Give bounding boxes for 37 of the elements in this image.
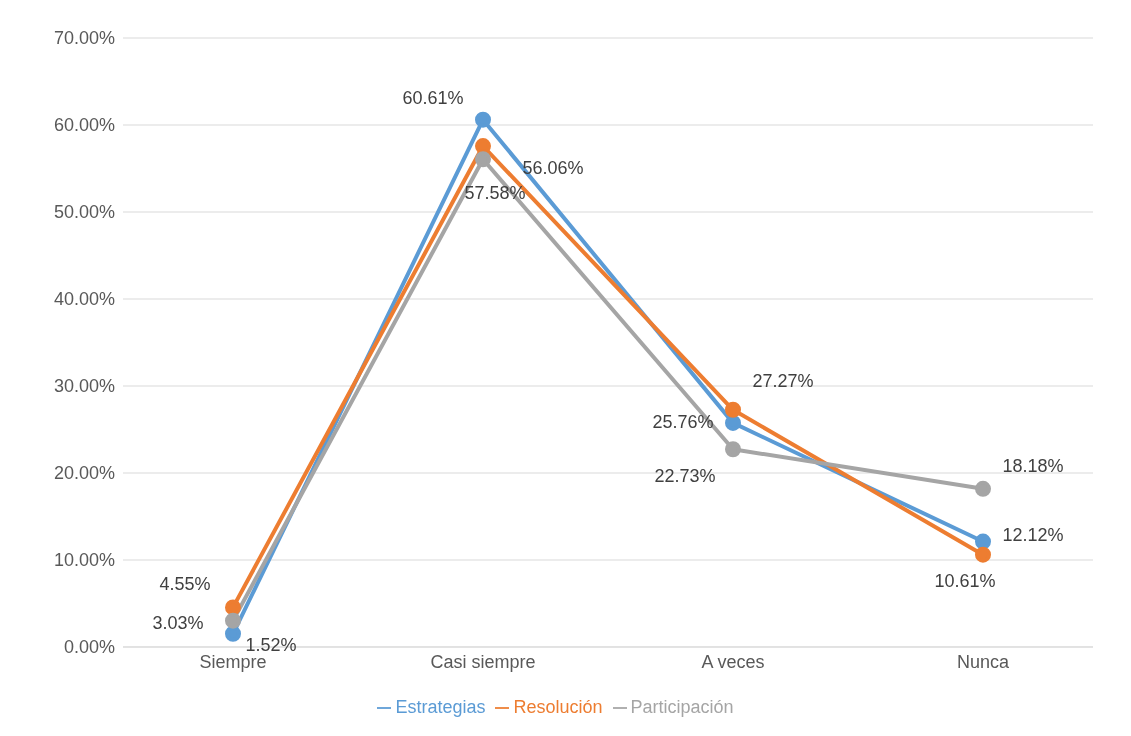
point <box>225 625 241 642</box>
data-label: 25.76% <box>652 411 714 432</box>
legend-label: Participación <box>630 697 734 717</box>
legend-label: Resolución <box>513 697 603 717</box>
point <box>475 111 491 128</box>
data-label: 3.03% <box>152 613 204 634</box>
data-label: 18.18% <box>1002 455 1064 476</box>
data-label: 56.06% <box>522 158 584 179</box>
data-label: 10.61% <box>934 571 996 592</box>
y-tick-label: 50.00% <box>53 202 115 223</box>
point <box>975 533 991 550</box>
data-label: 22.73% <box>654 466 716 486</box>
y-tick-label: 70.00% <box>53 28 115 49</box>
x-tick-label: Casi siempre <box>430 651 536 672</box>
point <box>475 151 491 168</box>
data-label: 4.55% <box>159 574 211 595</box>
data-label: 27.27% <box>752 370 814 391</box>
y-tick-label: 60.00% <box>53 115 115 136</box>
data-label: 60.61% <box>402 88 464 109</box>
point <box>725 414 741 431</box>
y-tick-label: 30.00% <box>53 376 115 397</box>
x-tick-label: Nunca <box>956 651 1010 672</box>
y-tick-label: 0.00% <box>63 637 115 658</box>
y-tick-label: 20.00% <box>53 463 115 484</box>
point <box>725 401 741 418</box>
point <box>975 480 991 497</box>
point <box>725 441 741 458</box>
point <box>975 546 991 563</box>
y-tick-label: 40.00% <box>53 289 115 310</box>
x-tick-label: A veces <box>701 651 765 672</box>
point <box>225 599 241 616</box>
y-tick-label: 10.00% <box>53 550 115 571</box>
data-label: 57.58% <box>464 182 526 203</box>
point <box>475 138 491 155</box>
legend-label: Estrategias <box>395 697 486 717</box>
data-label: 12.12% <box>1002 525 1064 546</box>
point <box>225 612 241 629</box>
